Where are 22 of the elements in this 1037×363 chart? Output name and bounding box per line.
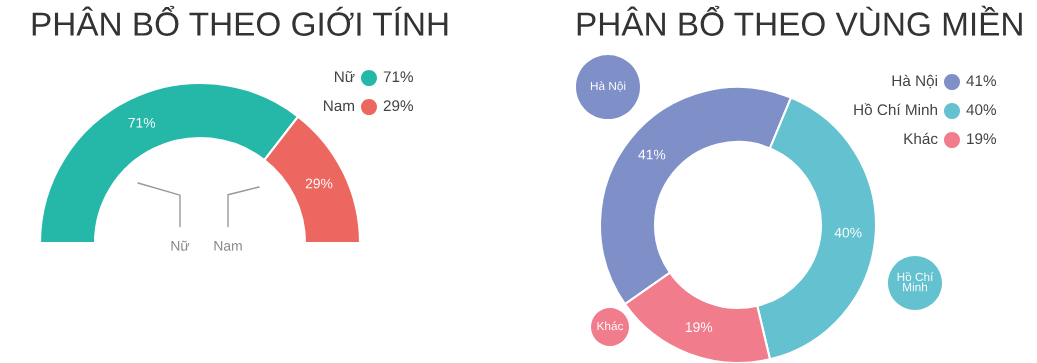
data-label: 41% — [638, 149, 666, 160]
text: 29% — [383, 100, 414, 112]
category-label: Nữ — [171, 240, 190, 251]
legend-label: Hà Nội — [892, 74, 937, 89]
slice-label: Hà Nội — [590, 81, 626, 92]
legend-label: Nữ — [334, 70, 355, 83]
slice-label: Khác — [597, 321, 624, 331]
text: 71% — [383, 71, 414, 83]
slice-label: Hồ Chí Minh — [897, 271, 934, 292]
legend-label: Hồ Chí Minh — [854, 103, 938, 116]
category-label: Nam — [214, 241, 242, 251]
legend-label: Nam — [324, 100, 354, 112]
legend-label: Khác — [904, 132, 938, 145]
data-label: 71% — [128, 117, 156, 128]
data-label: 29% — [305, 178, 333, 189]
data-label: 40% — [834, 227, 862, 238]
chart-title: PHÂN BỔ THEO GIỚI TÍNH — [32, 5, 448, 36]
data-label: 19% — [685, 322, 713, 333]
text: 40% — [966, 104, 997, 116]
text: 19% — [967, 133, 997, 145]
text: 41% — [966, 75, 997, 87]
chart-title: PHÂN BỔ THEO VÙNG MIỀN — [577, 5, 1022, 36]
